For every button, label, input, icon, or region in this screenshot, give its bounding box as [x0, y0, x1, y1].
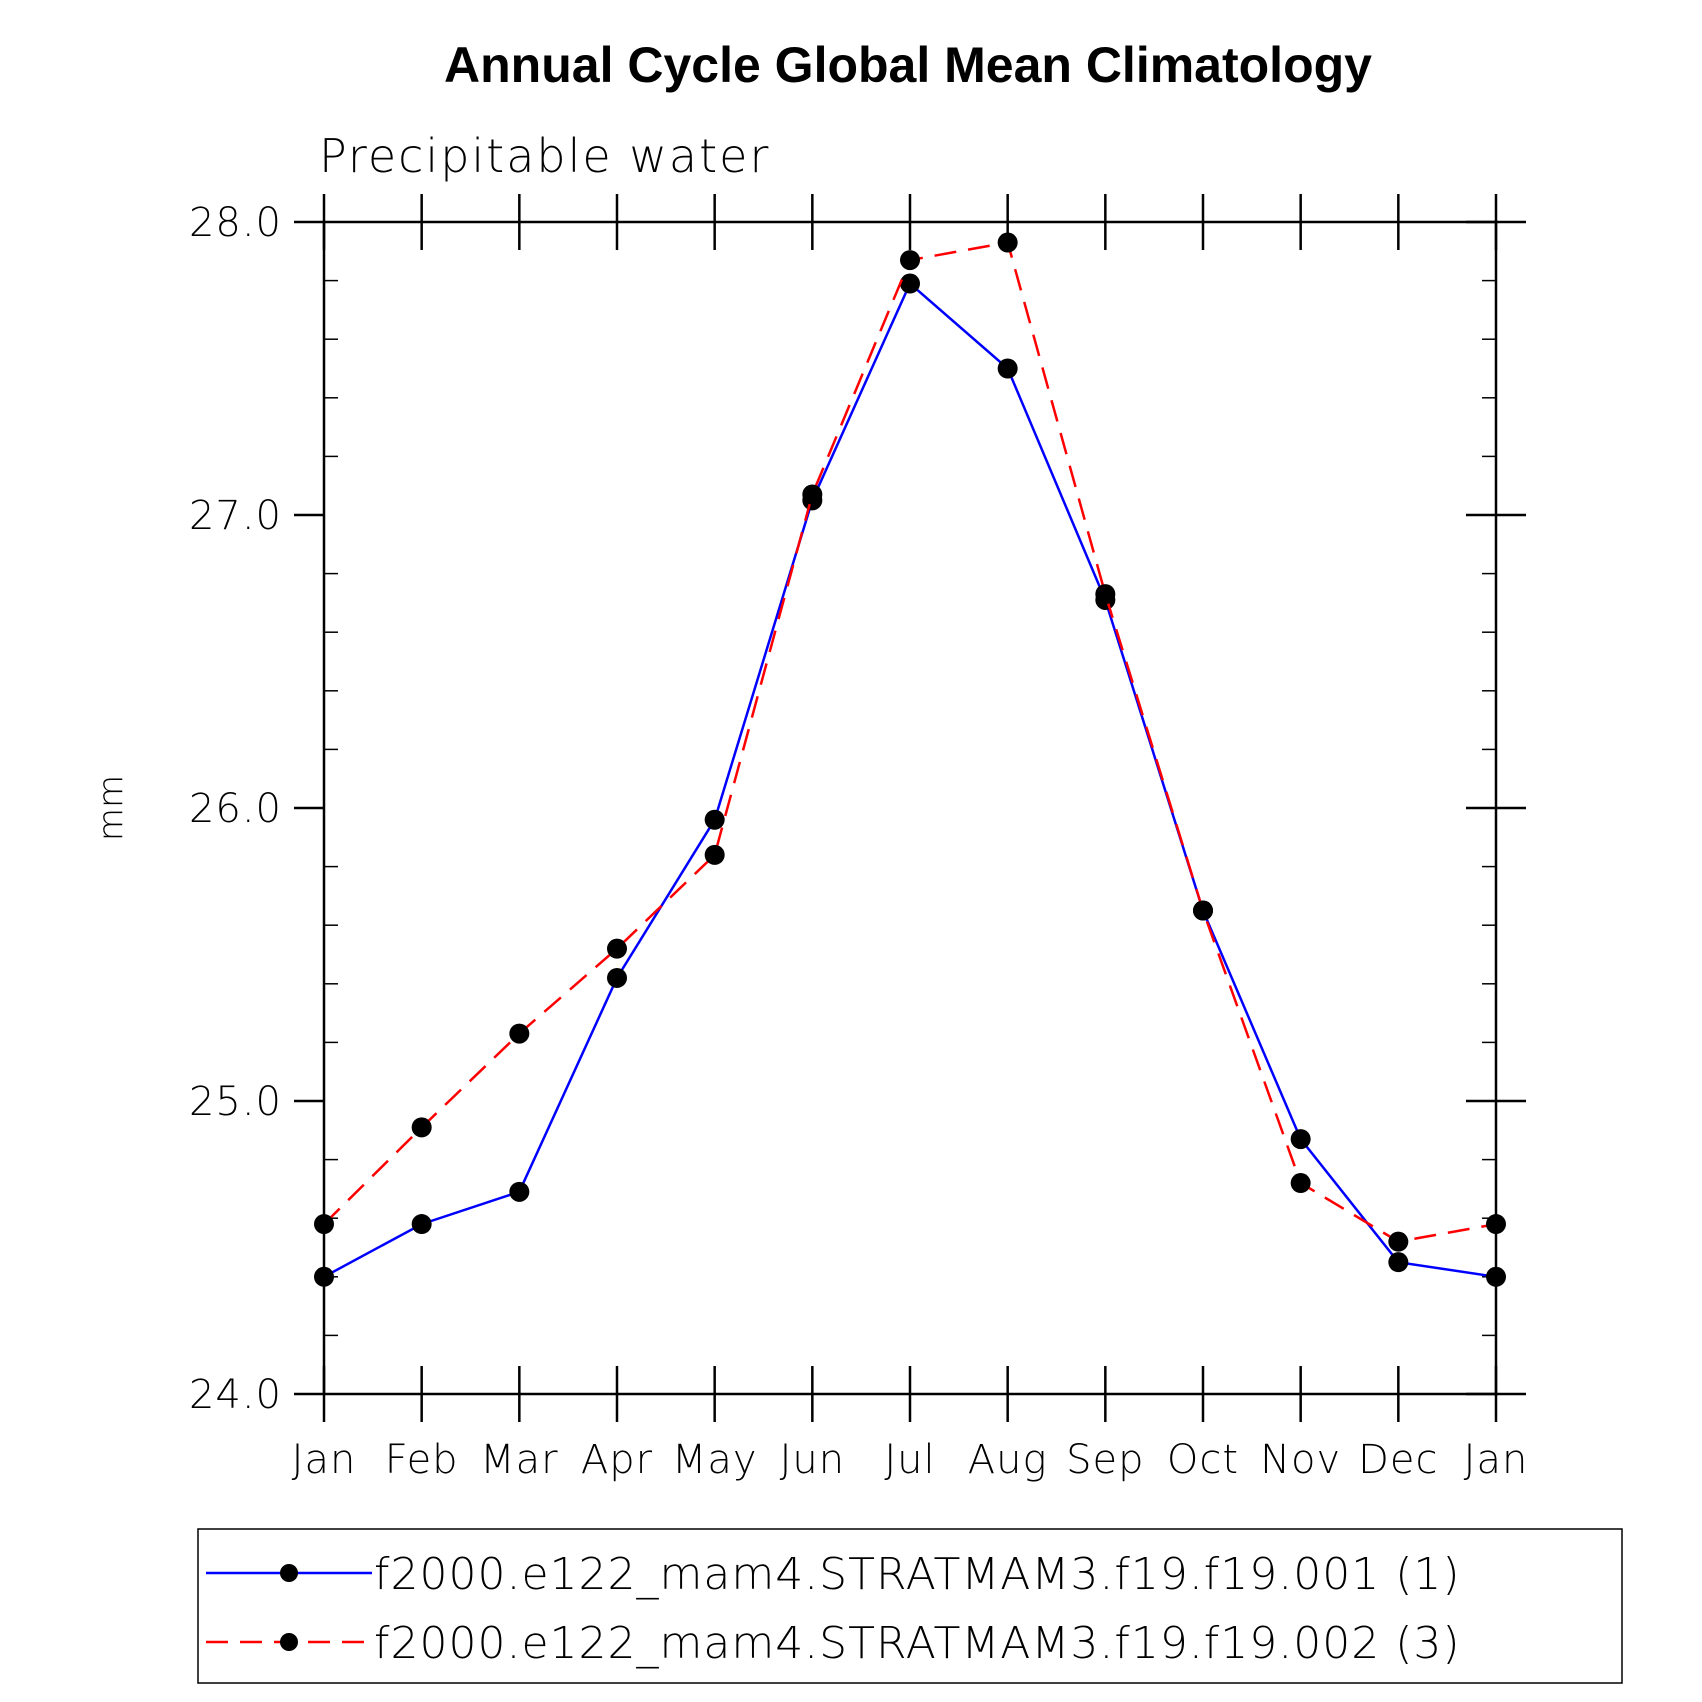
series-2-point: [314, 1214, 334, 1235]
y-tick-label: 27.0: [189, 493, 282, 539]
chart-title: Annual Cycle Global Mean Climatology: [444, 37, 1372, 93]
series-1-point: [314, 1266, 334, 1287]
x-tick-label: Oct: [1167, 1437, 1239, 1483]
series-1-line: [323, 281, 1497, 1279]
plot-frame: [322, 220, 1498, 1396]
series-2-point: [704, 844, 725, 865]
series-1-point: [509, 1181, 530, 1202]
axis-ticks: [294, 194, 1526, 1422]
legend-marker-series-1: [280, 1564, 298, 1582]
series-2-point: [411, 1117, 432, 1138]
legend-marker-series-2: [280, 1633, 298, 1651]
series-2-point: [509, 1023, 530, 1044]
y-tick-label: 24.0: [189, 1372, 282, 1418]
x-tick-label: Jan: [292, 1437, 357, 1483]
x-tick-label: Jun: [780, 1437, 846, 1483]
x-tick-label: Mar: [480, 1437, 558, 1483]
series-2-point: [1290, 1173, 1311, 1194]
legend-label-series-1: f2000.e122_mam4.STRATMAM3.f19.f19.001 (1…: [374, 1549, 1461, 1600]
series-2-point: [1388, 1231, 1409, 1252]
series-2-point: [997, 232, 1018, 253]
series-1-point: [997, 358, 1018, 379]
legend-box: [197, 1528, 1623, 1684]
series-2-point: [900, 250, 920, 271]
series-1-point: [411, 1214, 432, 1235]
series-1-point: [1486, 1266, 1506, 1287]
tick-labels: 24.0 25.0 26.0 27.0 28.0 Jan Feb Mar Apr May Jun Ju…: [189, 200, 1529, 1483]
x-tick-label: Jan: [1464, 1437, 1529, 1483]
chart-subtitle: Precipitable water: [319, 129, 770, 183]
series-2-point: [1095, 584, 1116, 605]
y-axis-label: mm: [91, 775, 131, 841]
x-tick-label: Feb: [385, 1437, 459, 1483]
series-1-point: [1388, 1252, 1409, 1273]
series-1-point: [1290, 1129, 1311, 1150]
legend: f2000.e122_mam4.STRATMAM3.f19.f19.001 (1…: [197, 1528, 1623, 1684]
x-tick-label: Apr: [581, 1437, 653, 1483]
x-tick-label: May: [672, 1437, 758, 1483]
y-tick-label: 28.0: [189, 200, 282, 246]
series-layer: [314, 232, 1506, 1287]
x-tick-label: Dec: [1358, 1437, 1438, 1483]
series-2-point: [1193, 900, 1213, 921]
series-1-point: [900, 273, 920, 294]
y-tick-label: 25.0: [189, 1079, 282, 1125]
x-tick-label: Aug: [968, 1437, 1048, 1483]
y-tick-label: 26.0: [189, 786, 282, 832]
legend-label-series-2: f2000.e122_mam4.STRATMAM3.f19.f19.002 (3…: [374, 1618, 1461, 1669]
x-tick-label: Sep: [1066, 1437, 1144, 1483]
series-1-point: [607, 967, 627, 988]
x-tick-label: Jul: [884, 1437, 935, 1483]
series-2-point: [1486, 1214, 1506, 1235]
series-2-point: [607, 938, 627, 959]
series-2-point: [802, 484, 823, 505]
series-1-point: [704, 809, 725, 830]
series-2-line: [323, 241, 1497, 1243]
x-tick-label: Nov: [1260, 1437, 1341, 1483]
